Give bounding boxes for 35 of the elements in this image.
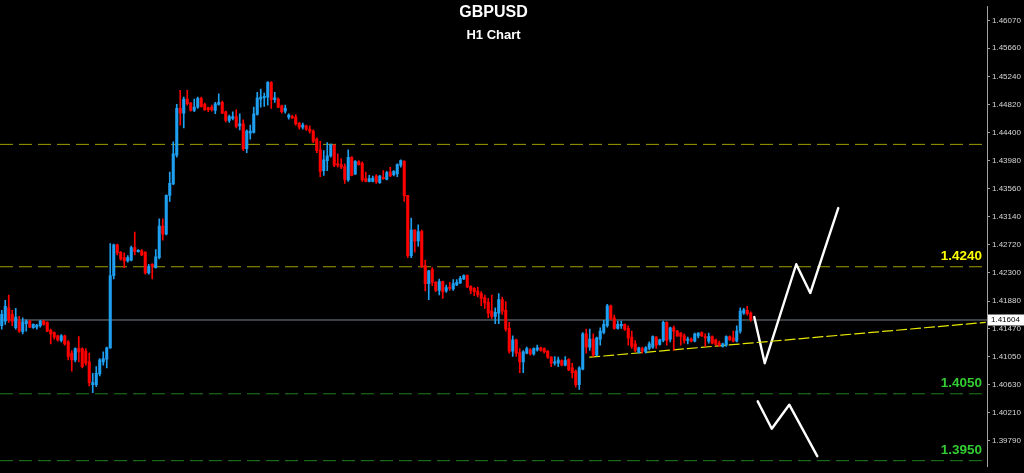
y-tick-label: 1.40210 bbox=[992, 407, 1022, 417]
candlestick bbox=[448, 281, 452, 291]
ref-line-label: 1.4240 bbox=[940, 248, 982, 264]
candlestick bbox=[24, 319, 28, 332]
ref-line-label: 1.3950 bbox=[940, 442, 982, 458]
candlestick bbox=[703, 333, 707, 347]
y-tick-label: 1.43560 bbox=[992, 183, 1022, 193]
y-tick-label: 1.43980 bbox=[992, 155, 1022, 165]
y-tick-label: 1.43140 bbox=[992, 211, 1022, 221]
candlestick bbox=[178, 90, 182, 126]
candlestick bbox=[133, 231, 137, 256]
text: H1 Chart bbox=[466, 27, 521, 42]
y-tick-label: 1.41880 bbox=[992, 296, 1022, 306]
y-tick-label: 1.46070 bbox=[992, 16, 1022, 26]
candlestick bbox=[672, 325, 676, 351]
ref-line-label: 1.41604 bbox=[991, 315, 1021, 325]
y-tick-label: 1.39790 bbox=[992, 435, 1022, 445]
y-tick-label: 1.40630 bbox=[992, 379, 1022, 389]
candlestick bbox=[77, 336, 81, 363]
y-tick-label: 1.42720 bbox=[992, 240, 1022, 250]
chart-title: GBPUSD bbox=[459, 3, 528, 20]
y-tick-label: 1.44400 bbox=[992, 127, 1022, 137]
y-tick-label: 1.42300 bbox=[992, 268, 1022, 278]
candlestick bbox=[238, 113, 242, 131]
candlestick bbox=[381, 170, 385, 180]
candlestick bbox=[553, 356, 557, 366]
ref-line-label: 1.4050 bbox=[940, 375, 982, 391]
y-tick-label: 1.44820 bbox=[992, 99, 1022, 109]
candlestick bbox=[150, 263, 154, 280]
candlestick bbox=[619, 320, 623, 329]
y-tick-label: 1.45240 bbox=[992, 71, 1022, 81]
y-tick-label: 1.45660 bbox=[992, 43, 1022, 53]
y-tick-label: 1.41470 bbox=[992, 323, 1022, 333]
candlestick bbox=[490, 294, 494, 319]
y-tick-label: 1.41050 bbox=[992, 351, 1022, 361]
